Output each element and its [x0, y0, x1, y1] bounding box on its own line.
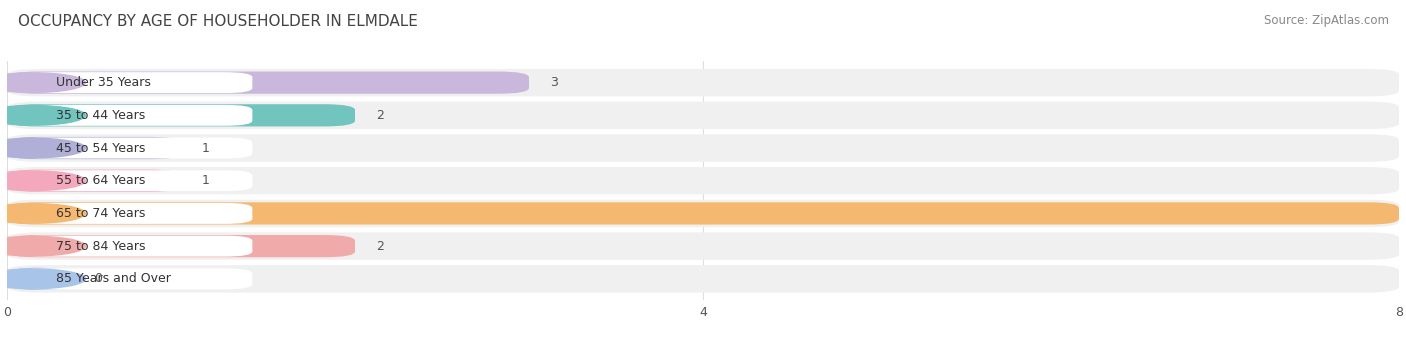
FancyBboxPatch shape	[15, 268, 252, 289]
Circle shape	[0, 138, 86, 158]
Text: 45 to 54 Years: 45 to 54 Years	[56, 142, 145, 154]
FancyBboxPatch shape	[7, 102, 1399, 129]
Circle shape	[0, 269, 86, 288]
Text: 2: 2	[375, 240, 384, 253]
FancyBboxPatch shape	[15, 72, 252, 93]
FancyBboxPatch shape	[7, 104, 354, 127]
FancyBboxPatch shape	[7, 268, 67, 290]
Text: 85 Years and Over: 85 Years and Over	[56, 272, 170, 285]
Text: 65 to 74 Years: 65 to 74 Years	[56, 207, 145, 220]
Circle shape	[0, 204, 86, 223]
Circle shape	[0, 73, 86, 92]
FancyBboxPatch shape	[7, 202, 1399, 224]
Text: 1: 1	[202, 142, 209, 154]
FancyBboxPatch shape	[15, 236, 252, 256]
Text: Source: ZipAtlas.com: Source: ZipAtlas.com	[1264, 14, 1389, 27]
Text: 2: 2	[375, 109, 384, 122]
FancyBboxPatch shape	[7, 200, 1399, 227]
Text: 35 to 44 Years: 35 to 44 Years	[56, 109, 145, 122]
Text: 0: 0	[94, 272, 103, 285]
FancyBboxPatch shape	[15, 170, 252, 191]
Text: 75 to 84 Years: 75 to 84 Years	[56, 240, 145, 253]
Text: 1: 1	[202, 174, 209, 187]
Circle shape	[0, 105, 86, 125]
FancyBboxPatch shape	[15, 105, 252, 126]
FancyBboxPatch shape	[7, 169, 181, 192]
FancyBboxPatch shape	[15, 203, 252, 224]
FancyBboxPatch shape	[7, 137, 181, 159]
Circle shape	[0, 171, 86, 191]
FancyBboxPatch shape	[15, 137, 252, 159]
FancyBboxPatch shape	[7, 265, 1399, 293]
Circle shape	[0, 236, 86, 256]
FancyBboxPatch shape	[7, 233, 1399, 260]
FancyBboxPatch shape	[7, 72, 529, 94]
Text: OCCUPANCY BY AGE OF HOUSEHOLDER IN ELMDALE: OCCUPANCY BY AGE OF HOUSEHOLDER IN ELMDA…	[18, 14, 418, 29]
FancyBboxPatch shape	[7, 167, 1399, 194]
Text: 55 to 64 Years: 55 to 64 Years	[56, 174, 145, 187]
FancyBboxPatch shape	[7, 235, 354, 257]
Text: 3: 3	[550, 76, 558, 89]
FancyBboxPatch shape	[7, 69, 1399, 97]
Text: Under 35 Years: Under 35 Years	[56, 76, 150, 89]
FancyBboxPatch shape	[7, 134, 1399, 162]
